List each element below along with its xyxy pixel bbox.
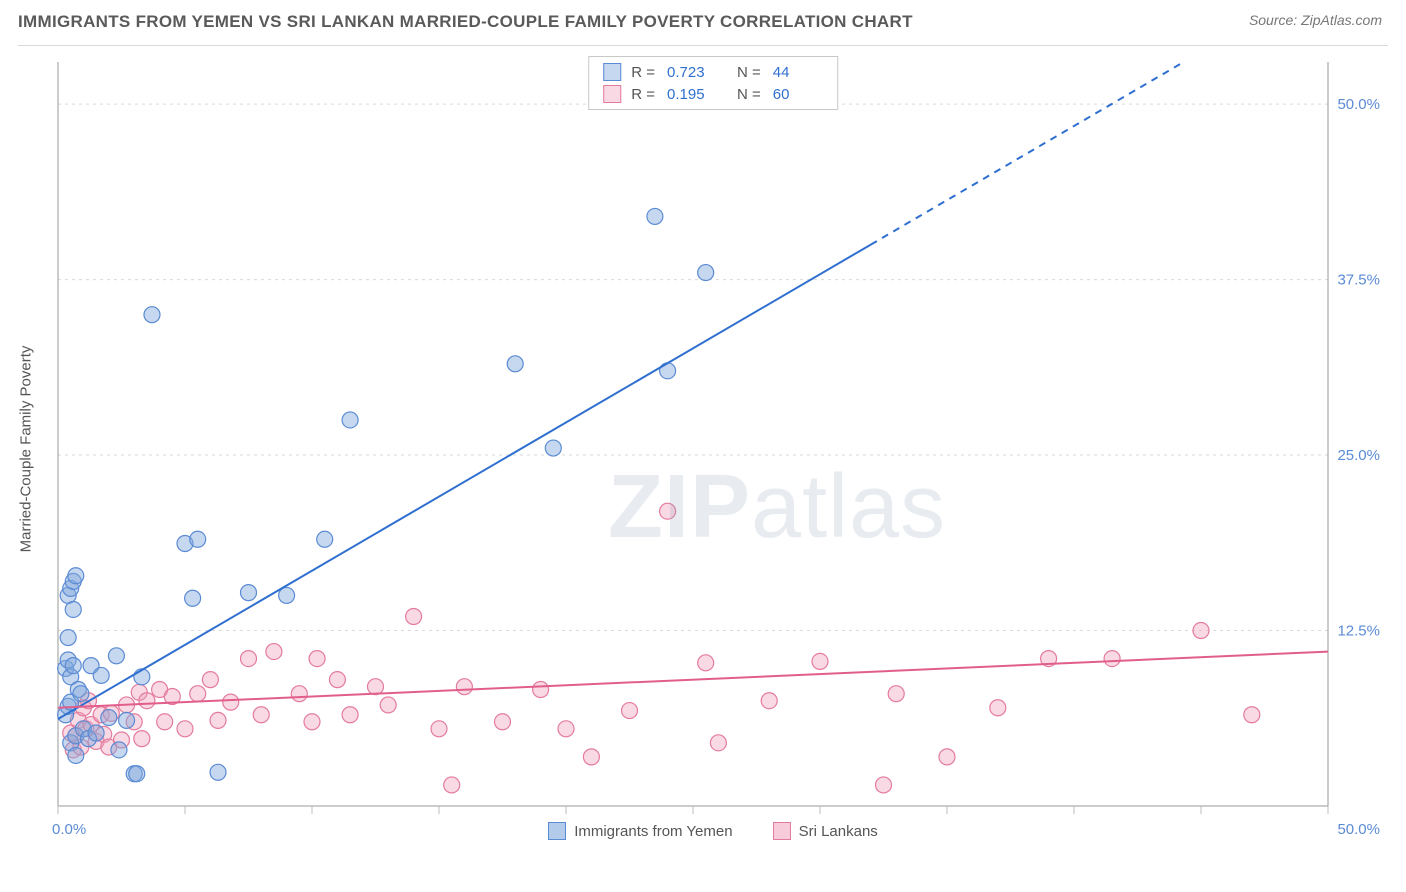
series-legend-item: Sri Lankans [773, 822, 878, 840]
chart-title: IMMIGRANTS FROM YEMEN VS SRI LANKAN MARR… [18, 12, 913, 32]
plot-area: Married-Couple Family Poverty 12.5%25.0%… [38, 56, 1388, 842]
legend-swatch [603, 85, 621, 103]
correlation-legend-row: R = 0.195 N = 60 [589, 83, 837, 105]
r-value: 0.195 [667, 86, 717, 103]
header-bar: IMMIGRANTS FROM YEMEN VS SRI LANKAN MARR… [18, 12, 1388, 46]
svg-text:12.5%: 12.5% [1337, 623, 1380, 640]
source-attribution: Source: ZipAtlas.com [1249, 12, 1382, 28]
series-legend: Immigrants from Yemen Sri Lankans [38, 822, 1388, 840]
svg-text:25.0%: 25.0% [1337, 447, 1380, 464]
correlation-legend-row: R = 0.723 N = 44 [589, 61, 837, 83]
r-label: R = [631, 64, 655, 81]
y-axis-label: Married-Couple Family Poverty [18, 346, 35, 553]
svg-text:37.5%: 37.5% [1337, 272, 1380, 289]
correlation-legend: R = 0.723 N = 44 R = 0.195 N = 60 [588, 56, 838, 110]
series-legend-item: Immigrants from Yemen [548, 822, 732, 840]
r-label: R = [631, 86, 655, 103]
n-label: N = [737, 64, 761, 81]
n-label: N = [737, 86, 761, 103]
series-legend-label: Immigrants from Yemen [574, 823, 732, 840]
legend-swatch [773, 822, 791, 840]
legend-swatch [603, 63, 621, 81]
svg-text:50.0%: 50.0% [1337, 96, 1380, 113]
r-value: 0.723 [667, 64, 717, 81]
n-value: 44 [773, 64, 823, 81]
legend-swatch [548, 822, 566, 840]
series-legend-label: Sri Lankans [799, 823, 878, 840]
scatter-chart-svg: 12.5%25.0%37.5%50.0%0.0%50.0% [38, 56, 1388, 842]
n-value: 60 [773, 86, 823, 103]
